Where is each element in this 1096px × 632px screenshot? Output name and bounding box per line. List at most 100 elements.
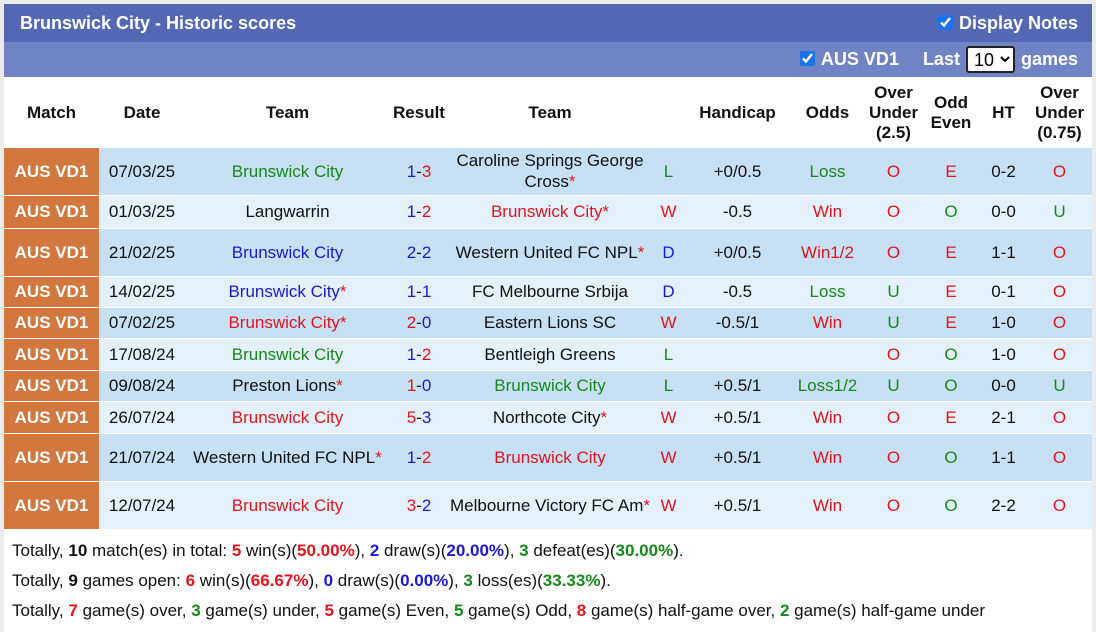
over-under: O — [886, 242, 901, 262]
handicap: +0.5/1 — [713, 376, 762, 395]
over-under: O — [886, 495, 901, 515]
home-team-link[interactable]: Brunswick City — [231, 242, 344, 262]
result-letter: W — [660, 495, 677, 515]
odd-even-cell: E — [922, 307, 980, 339]
league-filter-label: AUS VD1 — [820, 49, 899, 69]
home-team-link[interactable]: Brunswick City — [231, 344, 344, 364]
away-team-link[interactable]: Brunswick City — [490, 202, 603, 221]
over-under-cell: U — [865, 370, 922, 402]
away-team-link[interactable]: Western United FC NPL — [455, 242, 638, 262]
column-header — [652, 77, 685, 148]
score-separator: - — [416, 161, 422, 181]
over-under-cell: O — [865, 401, 922, 434]
away-team-link[interactable]: Brunswick City — [494, 376, 606, 395]
away-team-link[interactable]: Brunswick City — [494, 447, 606, 467]
match-date: 21/02/25 — [108, 242, 176, 262]
handicap: +0.5/1 — [713, 495, 762, 515]
half-time-score: 1-0 — [991, 313, 1016, 332]
home-team-link[interactable]: Brunswick City — [231, 161, 344, 181]
league-label: AUS VD1 — [14, 313, 89, 332]
summary-segment: loss(es)( — [472, 570, 543, 590]
league-label: AUS VD1 — [14, 344, 89, 364]
date-cell: 21/07/24 — [99, 433, 185, 482]
odds-cell: Win1/2 — [790, 228, 865, 277]
over-under-cell: O — [865, 228, 922, 277]
league-filter[interactable]: AUS VD1 — [799, 49, 899, 70]
match-date: 21/07/24 — [108, 447, 176, 467]
home-score: 5 — [406, 407, 417, 427]
date-cell: 14/02/25 — [99, 276, 185, 308]
column-header: Handicap — [699, 102, 776, 122]
away-star: * — [637, 242, 645, 262]
filter-bar: AUS VD1 Last 10 games — [4, 42, 1092, 77]
away-team-cell: Northcote City* — [448, 401, 652, 434]
away-team-link[interactable]: Northcote City — [492, 407, 601, 427]
odd-even-cell: O — [922, 338, 980, 371]
home-team-link[interactable]: Brunswick City — [231, 407, 344, 427]
over-under-cell: O — [865, 338, 922, 371]
away-score: 3 — [421, 407, 432, 427]
home-score: 2 — [406, 313, 417, 332]
league-cell: AUS VD1 — [4, 195, 99, 229]
odd-even-cell: O — [922, 370, 980, 402]
away-team-link[interactable]: Melbourne Victory FC Am — [450, 495, 644, 515]
ht-cell: 1-0 — [980, 307, 1027, 339]
home-team-link[interactable]: Brunswick City — [231, 495, 344, 515]
away-team-link[interactable]: Caroline Springs George Cross — [456, 151, 644, 192]
summary-segment: 5 — [324, 600, 334, 620]
games-label: games — [1020, 49, 1078, 69]
result-cell: W — [652, 307, 685, 339]
odd-even: O — [944, 202, 958, 221]
away-team-cell: Brunswick City — [448, 433, 652, 482]
league-label: AUS VD1 — [14, 161, 89, 181]
away-score: 0 — [421, 313, 432, 332]
column-header: Team — [265, 102, 310, 122]
half-time-score: 0-0 — [991, 376, 1016, 395]
league-label: AUS VD1 — [14, 407, 89, 427]
score-separator: - — [416, 344, 422, 364]
score-cell: 5-3 — [390, 401, 448, 434]
odd-even-cell: E — [922, 228, 980, 277]
display-notes-toggle[interactable]: Display Notes — [937, 13, 1078, 34]
summary-segment: ). — [600, 570, 611, 590]
away-score: 2 — [421, 447, 432, 467]
summary-segment: 33.33% — [542, 570, 601, 590]
half-time-score: 2-1 — [991, 407, 1016, 427]
home-score: 1 — [406, 344, 417, 364]
summary-segment: game(s) Even, — [333, 600, 454, 620]
score-separator: - — [416, 495, 422, 515]
home-team-link[interactable]: Western United FC NPL — [193, 447, 376, 467]
home-team-link[interactable]: Brunswick City — [228, 313, 340, 332]
date-cell: 09/08/24 — [99, 370, 185, 402]
display-notes-checkbox[interactable] — [937, 14, 953, 30]
league-filter-checkbox[interactable] — [799, 51, 815, 66]
odds-cell: Win — [790, 307, 865, 339]
result-letter: W — [660, 313, 677, 332]
handicap-cell: +0.5/1 — [685, 401, 790, 434]
summary-segment: win(s)( — [241, 540, 298, 560]
away-team-link[interactable]: Bentleigh Greens — [484, 344, 616, 364]
result-letter: W — [660, 202, 677, 221]
home-team-link[interactable]: Langwarrin — [245, 202, 330, 221]
league-cell: AUS VD1 — [4, 401, 99, 434]
over-under: U — [887, 282, 900, 301]
odd-even: E — [945, 161, 957, 181]
league-cell: AUS VD1 — [4, 338, 99, 371]
home-team-link[interactable]: Brunswick City — [228, 282, 340, 301]
away-team-link[interactable]: Eastern Lions SC — [483, 313, 617, 332]
home-team-link[interactable]: Preston Lions — [232, 376, 337, 395]
away-score: 2 — [421, 242, 432, 262]
summary-segment: 3 — [519, 540, 529, 560]
away-star: * — [600, 407, 608, 427]
league-label: AUS VD1 — [14, 495, 89, 515]
away-score: 1 — [421, 282, 432, 301]
score-cell: 1-2 — [390, 338, 448, 371]
last-games-select[interactable]: 10 — [965, 46, 1015, 73]
summary-segment: Totally, — [12, 600, 69, 620]
ht-cell: 0-0 — [980, 370, 1027, 402]
odds-cell: Win — [790, 481, 865, 530]
odd-even: O — [944, 376, 958, 395]
away-team-link[interactable]: FC Melbourne Srbija — [472, 282, 628, 301]
odds-result: Win — [812, 447, 843, 467]
home-score: 2 — [406, 242, 417, 262]
